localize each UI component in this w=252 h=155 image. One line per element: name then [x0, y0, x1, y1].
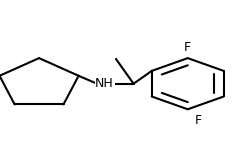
Text: F: F [194, 114, 201, 127]
Text: F: F [184, 41, 191, 54]
Text: NH: NH [95, 77, 114, 90]
